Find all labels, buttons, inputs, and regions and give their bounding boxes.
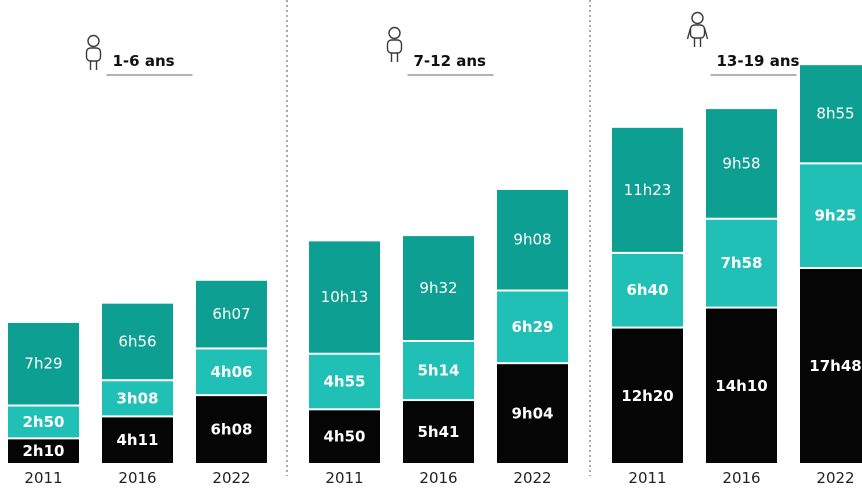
segment-label-1-1-2: 2h50 [23,413,65,431]
segment-label-1-2-1: 4h11 [117,431,159,449]
segment-label-2-1-1: 4h50 [324,428,366,446]
group-label-2: 7-12 ans [414,52,487,70]
segment-label-3-3-1: 17h48 [809,357,861,375]
bar-segment-1-2-3 [102,303,173,380]
segment-label-3-3-3: 8h55 [816,105,854,123]
group-label-1: 1-6 ans [113,52,175,70]
bar-segment-2-2-3 [403,236,474,341]
bar-segment-1-3-2 [196,349,267,395]
year-label-2-3: 2022 [513,469,551,487]
bar-segment-2-2-2 [403,342,474,400]
segment-label-2-2-1: 5h41 [418,423,460,441]
group-label-3: 13-19 ans [717,52,800,70]
segment-label-3-1-1: 12h20 [621,387,673,405]
segment-label-1-2-3: 6h56 [118,332,156,350]
year-label-3-3: 2022 [816,469,854,487]
bar-segment-3-2-3 [706,109,777,218]
bar-segment-1-1-2 [8,406,79,438]
bar-segment-2-1-3 [309,241,380,353]
year-label-1-2: 2016 [118,469,156,487]
segment-label-3-3-2: 9h25 [815,207,857,225]
year-label-2-1: 2011 [325,469,363,487]
bar-segment-1-1-1 [8,439,79,463]
bar-segment-3-3-2 [800,164,862,267]
bar-segment-3-3-3 [800,65,862,163]
bar-segment-2-1-2 [309,354,380,409]
bar-segment-2-2-1 [403,401,474,463]
year-label-3-2: 2016 [722,469,760,487]
bar-segment-3-1-3 [612,127,683,252]
segment-label-2-3-2: 6h29 [512,318,554,336]
year-label-2-2: 2016 [419,469,457,487]
segment-label-3-1-2: 6h40 [627,281,669,299]
bar-segment-1-2-1 [102,417,173,463]
segment-label-1-1-1: 2h10 [23,442,65,460]
bar-segment-3-1-2 [612,253,683,327]
segment-label-3-2-1: 14h10 [715,377,767,395]
segment-label-1-2-2: 3h08 [117,389,159,407]
segment-label-2-1-3: 10h13 [321,288,369,306]
segment-label-3-2-3: 9h58 [722,154,760,172]
bar-segment-2-3-3 [497,189,568,290]
bar-segment-1-1-3 [8,322,79,405]
segment-label-1-3-3: 6h07 [212,305,250,323]
segment-label-2-2-2: 5h14 [418,362,460,380]
year-label-1-3: 2022 [212,469,250,487]
segment-label-2-1-2: 4h55 [324,373,366,391]
segment-label-3-2-2: 7h58 [721,254,763,272]
segment-label-2-2-3: 9h32 [419,279,457,297]
segment-label-2-3-3: 9h08 [513,231,551,249]
bar-segment-1-2-2 [102,381,173,416]
segment-label-1-3-2: 4h06 [211,363,253,381]
person-icon [85,34,102,70]
bar-segment-3-2-2 [706,219,777,307]
bar-segment-2-3-2 [497,291,568,363]
year-label-1-1: 2011 [24,469,62,487]
bar-segment-3-1-1 [612,328,683,463]
bar-segment-1-3-1 [196,396,267,463]
segment-label-2-3-1: 9h04 [512,405,554,423]
segment-label-1-1-3: 7h29 [24,355,62,373]
bar-segment-1-3-3 [196,280,267,348]
bar-segment-3-2-1 [706,308,777,463]
bar-segment-2-1-1 [309,410,380,463]
person-icon [386,26,403,62]
year-label-3-1: 2011 [628,469,666,487]
bar-segment-3-3-1 [800,268,862,463]
segment-label-3-1-3: 11h23 [624,181,672,199]
segment-label-1-3-1: 6h08 [211,421,253,439]
person-icon [686,11,709,47]
bar-segment-2-3-1 [497,364,568,463]
